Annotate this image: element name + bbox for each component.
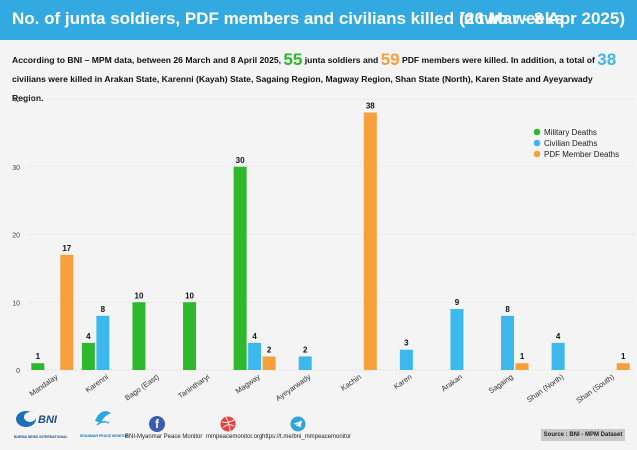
x-tick-label: Karenni: [84, 372, 111, 394]
x-tick-label: Mandalay: [28, 372, 60, 398]
x-tick-label: Shan (South): [574, 372, 616, 405]
svg-text:BNI: BNI: [38, 414, 58, 426]
data-label: 10: [185, 291, 194, 300]
x-tick-label: Ayeyarwady: [274, 372, 313, 403]
y-tick-label: 30: [12, 165, 20, 172]
title-bar: No. of junta soldiers, PDF members and c…: [0, 0, 637, 40]
data-label: 2: [303, 345, 308, 354]
legend-swatch: [533, 139, 541, 147]
mpm-logo-text: MYANMAR PEACE MONITOR: [80, 434, 129, 438]
x-tick-label: Tanintharyi: [176, 372, 211, 400]
legend-label: PDF Member Deaths: [544, 150, 619, 159]
bar: [132, 302, 146, 370]
x-tick-label: Magway: [234, 372, 262, 396]
bni-logo: BNI BURMA NEWS INTERNATIONAL: [14, 408, 68, 439]
x-tick-label: Shan (North): [525, 372, 566, 404]
bar: [363, 112, 377, 371]
facebook-icon: f: [149, 416, 165, 432]
legend-label: Civilian Deaths: [544, 139, 597, 148]
data-label: 1: [520, 352, 525, 361]
facebook-link[interactable]: BNI-Myanmar Peace Monitor: [125, 434, 203, 440]
summary-part2: junta soldiers and: [302, 55, 381, 65]
y-tick-label: 20: [12, 233, 20, 240]
data-label: 4: [556, 332, 561, 341]
source-badge: Source : BNI - MPM Dataset: [541, 429, 625, 441]
data-label: 8: [505, 305, 510, 314]
data-label: 38: [366, 102, 375, 111]
bar: [551, 342, 565, 370]
summary-part4: civilians were killed in Arakan State, K…: [12, 74, 593, 103]
pdf-count: 59: [380, 50, 400, 69]
bar: [399, 349, 413, 370]
legend-swatch: [533, 128, 541, 136]
data-label: 8: [101, 305, 106, 314]
data-label: 9: [455, 298, 460, 307]
bar: [515, 363, 529, 370]
legend-swatch: [533, 150, 541, 158]
data-label: 1: [621, 352, 626, 361]
y-tick-label: 0: [16, 368, 20, 375]
junta-count: 55: [283, 50, 303, 69]
summary-part3: PDF members were killed. In addition, a …: [399, 55, 598, 65]
bni-logo-text: BURMA NEWS INTERNATIONAL: [14, 435, 68, 439]
telegram-icon: [290, 416, 306, 432]
bar: [233, 166, 247, 370]
x-tick-label: Karen: [392, 372, 414, 391]
bar: [183, 302, 197, 370]
data-label: 30: [236, 156, 245, 165]
bar: [81, 342, 95, 370]
x-tick-label: Arakan: [439, 372, 464, 393]
telegram-link[interactable]: https://t.me/bni_mmpeacemonitor: [262, 434, 352, 440]
x-tick-label: Kachin: [339, 372, 363, 393]
data-label: 10: [135, 291, 144, 300]
bar: [501, 315, 515, 370]
x-tick-label: Sagaing: [487, 372, 515, 395]
bar: [60, 254, 74, 370]
chart-title: No. of junta soldiers, PDF members and c…: [12, 9, 564, 28]
x-tick-label: Bago (East): [123, 372, 161, 402]
mpm-logo: MYANMAR PEACE MONITOR: [80, 407, 129, 438]
data-label: 17: [62, 244, 71, 253]
data-label: 3: [404, 339, 409, 348]
data-label: 1: [36, 352, 41, 361]
legend-label: Military Deaths: [544, 128, 597, 137]
civilian-count: 38: [597, 50, 617, 69]
bar: [31, 363, 45, 370]
bar: [616, 363, 630, 370]
date-range: (26 Mar - 8 Apr 2025): [459, 9, 625, 28]
dribbble-icon: [220, 416, 236, 432]
bar: [248, 342, 262, 370]
y-tick-label: 10: [12, 300, 20, 307]
y-tick-label: 40: [12, 97, 20, 104]
bar: [262, 356, 276, 370]
bar: [96, 315, 110, 370]
website-link[interactable]: mmpeacemonitor.org: [206, 434, 263, 440]
bar: [298, 356, 312, 370]
bar: [450, 309, 464, 370]
data-label: 2: [267, 345, 272, 354]
summary-part1: According to BNI – MPM data, between 26 …: [12, 55, 284, 65]
summary-text: According to BNI – MPM data, between 26 …: [12, 50, 624, 108]
data-label: 4: [252, 332, 257, 341]
data-label: 4: [86, 332, 91, 341]
